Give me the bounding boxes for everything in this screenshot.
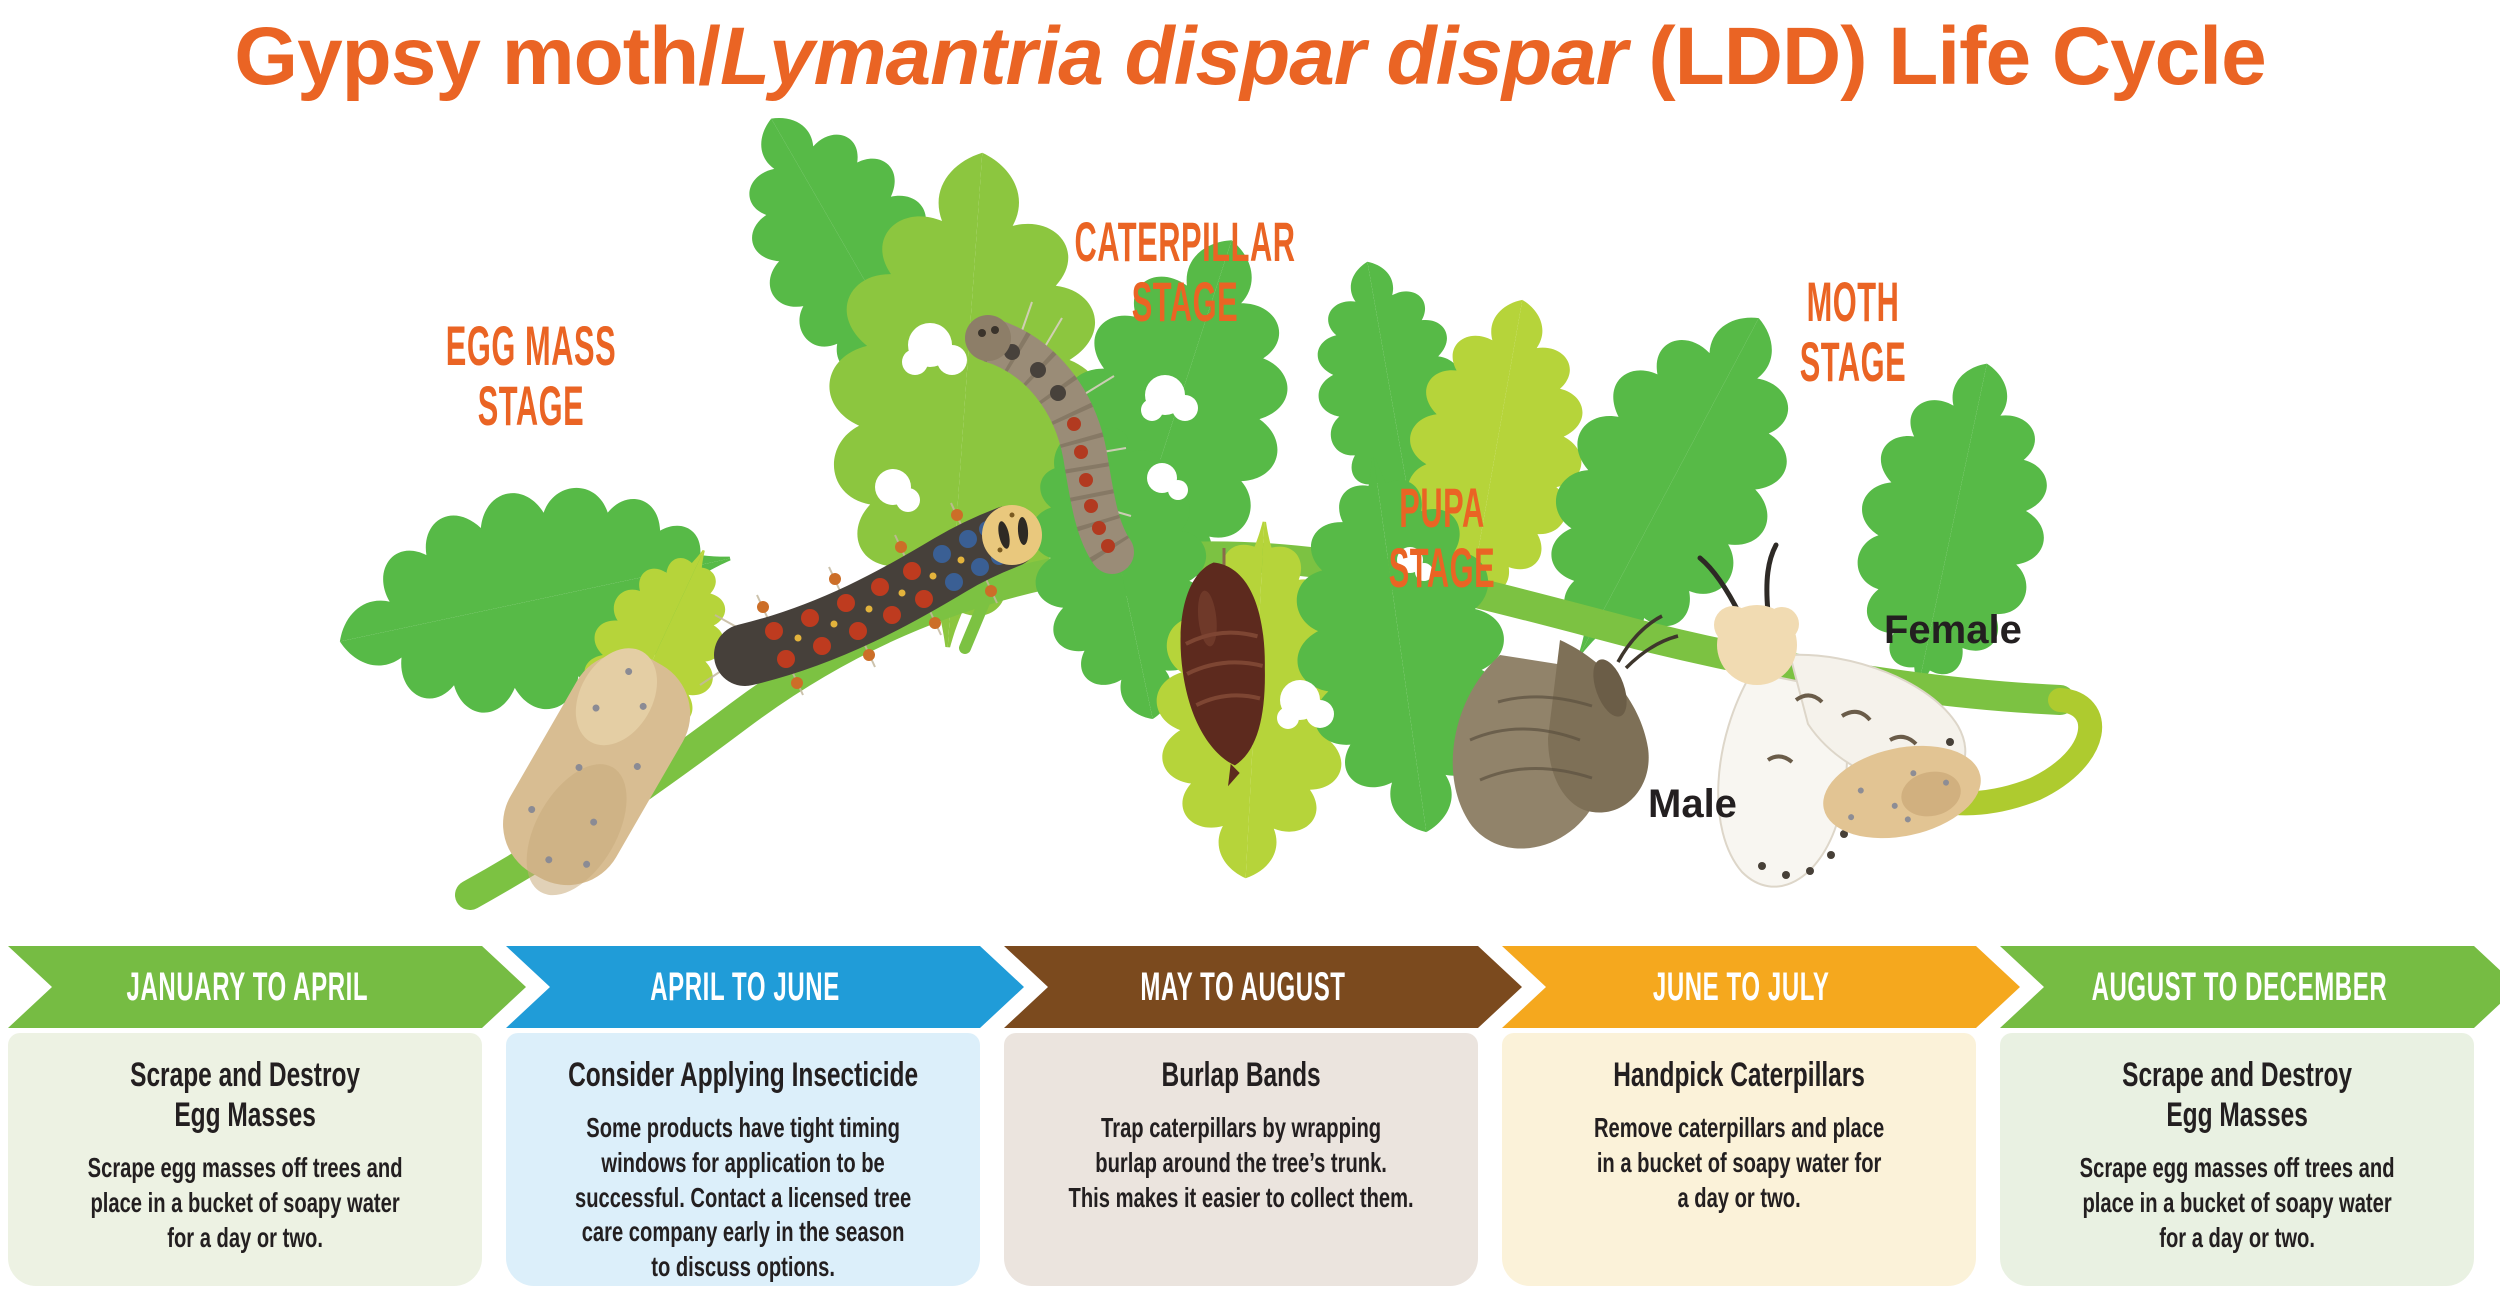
- stage-label-line: STAGE: [1799, 330, 1907, 394]
- branch: [455, 541, 2103, 910]
- pupa-illustration: [1180, 548, 1265, 787]
- timeline-banner-january-april: JANUARY TO APRIL Scrape and Destroy Egg …: [8, 946, 482, 1291]
- stage-label-line: EGG MASS: [445, 314, 617, 377]
- stage-label-moth: MOTH STAGE: [1756, 270, 1950, 394]
- timeline-period-label: APRIL TO JUNE: [650, 964, 840, 1009]
- timeline-period-arrow: AUGUST TO DECEMBER: [2000, 946, 2500, 1028]
- stage-label-line: STAGE: [1131, 270, 1239, 334]
- timeline-panel: Handpick Caterpillars Remove caterpillar…: [1502, 1033, 1976, 1286]
- female-moth-label: Female: [1884, 608, 2022, 652]
- timeline-period-label: JUNE TO JULY: [1652, 964, 1830, 1009]
- female-egg-mass: [1823, 745, 1981, 839]
- timeline-panel-body: Remove caterpillars and place in a bucke…: [1593, 1112, 1885, 1213]
- timeline-period-arrow: JUNE TO JULY: [1502, 946, 2020, 1028]
- stage-label-line: STAGE: [477, 374, 585, 438]
- timeline-period-arrow: JANUARY TO APRIL: [8, 946, 526, 1028]
- egg-mass-illustration: [503, 648, 691, 896]
- male-moth-label: Male: [1648, 782, 1737, 826]
- female-moth-illustration: [1697, 542, 1981, 888]
- timeline-banner-may-august: MAY TO AUGUST Burlap Bands Trap caterpil…: [1004, 946, 1478, 1291]
- title-suffix: (LDD) Life Cycle: [1626, 11, 2266, 102]
- timeline-panel-heading: Scrape and Destroy Egg Masses: [130, 1056, 360, 1135]
- timeline-period-label: JANUARY TO APRIL: [126, 964, 368, 1009]
- stage-label-egg-mass: EGG MASS STAGE: [376, 314, 686, 438]
- timeline-panel-body: Scrape egg masses off trees and place in…: [87, 1152, 403, 1253]
- timeline-banner-june-july: JUNE TO JULY Handpick Caterpillars Remov…: [1502, 946, 1976, 1291]
- stage-label-line: PUPA: [1399, 476, 1485, 539]
- oak-leaves-front: [317, 393, 1529, 883]
- timeline-panel-heading: Handpick Caterpillars: [1613, 1056, 1865, 1094]
- timeline-panel-heading: Consider Applying Insecticide: [567, 1056, 919, 1094]
- timeline-panel-body: Scrape egg masses off trees and place in…: [2079, 1152, 2395, 1253]
- male-moth-illustration: [1452, 614, 1679, 849]
- timeline-period-arrow: MAY TO AUGUST: [1004, 946, 1522, 1028]
- title-prefix: Gypsy moth/: [234, 11, 721, 102]
- timeline-panel: Scrape and Destroy Egg Masses Scrape egg…: [8, 1033, 482, 1286]
- stage-label-line: STAGE: [1388, 536, 1496, 600]
- timeline-panel-heading: Scrape and Destroy Egg Masses: [2122, 1056, 2352, 1135]
- oak-leaves-back: [696, 75, 2077, 711]
- title-species-italic: Lymantria dispar dispar: [719, 11, 1628, 102]
- timeline-panel: Consider Applying Insecticide Some produ…: [506, 1033, 980, 1286]
- stage-label-line: CATERPILLAR: [1074, 210, 1296, 273]
- timeline-period-arrow: APRIL TO JUNE: [506, 946, 1024, 1028]
- stage-label-pupa: PUPA STAGE: [1345, 476, 1539, 600]
- stage-label-line: MOTH: [1806, 270, 1900, 333]
- caterpillar-large-illustration: [699, 502, 1042, 696]
- caterpillar-small-illustration: [965, 301, 1134, 574]
- timeline-panel: Burlap Bands Trap caterpillars by wrappi…: [1004, 1033, 1478, 1286]
- timeline-period-label: AUGUST TO DECEMBER: [2091, 964, 2387, 1009]
- timeline-banner-april-june: APRIL TO JUNE Consider Applying Insectic…: [506, 946, 980, 1291]
- timeline-panel-body: Some products have tight timing windows …: [574, 1112, 912, 1282]
- page-title: Gypsy moth/Lymantria dispar dispar (LDD)…: [0, 10, 2500, 104]
- stage-label-caterpillar: CATERPILLAR STAGE: [984, 210, 1386, 334]
- branch-curl: [1918, 688, 2103, 816]
- timeline-panel-body: Trap caterpillars by wrapping burlap aro…: [1068, 1112, 1414, 1213]
- timeline-panel: Scrape and Destroy Egg Masses Scrape egg…: [2000, 1033, 2474, 1286]
- timeline-panel-heading: Burlap Bands: [1161, 1056, 1321, 1094]
- timeline-period-label: MAY TO AUGUST: [1140, 964, 1346, 1009]
- timeline-banner-august-december: AUGUST TO DECEMBER Scrape and Destroy Eg…: [2000, 946, 2474, 1291]
